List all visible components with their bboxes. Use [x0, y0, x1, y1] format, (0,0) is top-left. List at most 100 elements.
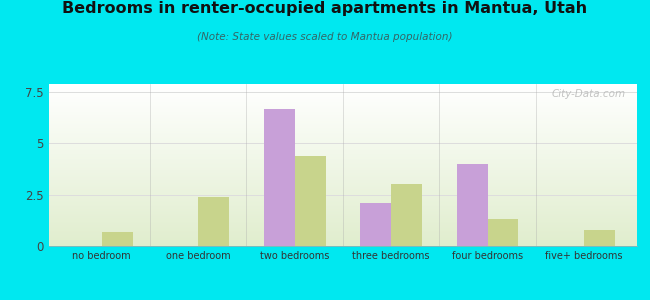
Bar	[49, 92, 637, 93]
Bar	[49, 129, 637, 130]
Text: Bedrooms in renter-occupied apartments in Mantua, Utah: Bedrooms in renter-occupied apartments i…	[62, 2, 588, 16]
Bar	[49, 84, 637, 85]
Bar	[49, 216, 637, 217]
Bar	[49, 111, 637, 112]
Bar	[49, 146, 637, 147]
Bar	[49, 158, 637, 159]
Bar	[49, 96, 637, 97]
Bar	[49, 118, 637, 119]
Bar	[49, 132, 637, 133]
Bar	[49, 224, 637, 225]
Bar	[49, 203, 637, 204]
Bar	[49, 128, 637, 129]
Bar	[49, 192, 637, 193]
Bar	[49, 86, 637, 87]
Bar	[49, 91, 637, 92]
Bar	[49, 211, 637, 212]
Bar	[49, 190, 637, 191]
Bar	[49, 99, 637, 100]
Bar	[49, 121, 637, 122]
Bar	[49, 176, 637, 177]
Bar	[49, 236, 637, 237]
Bar	[49, 175, 637, 176]
Bar	[49, 160, 637, 161]
Bar	[49, 136, 637, 137]
Bar	[49, 183, 637, 184]
Bar	[49, 94, 637, 95]
Bar	[49, 241, 637, 242]
Bar	[49, 151, 637, 152]
Bar	[49, 159, 637, 160]
Bar	[49, 209, 637, 210]
Bar	[49, 231, 637, 232]
Bar	[584, 230, 615, 246]
Bar	[49, 155, 637, 156]
Bar	[49, 219, 637, 220]
Bar	[49, 220, 637, 221]
Bar	[49, 196, 637, 197]
Bar	[49, 152, 637, 153]
Bar	[49, 233, 637, 234]
Bar	[49, 245, 637, 246]
Bar	[49, 201, 637, 202]
Bar	[49, 174, 637, 175]
Bar	[49, 164, 637, 165]
Bar	[49, 139, 637, 140]
Bar	[49, 144, 637, 145]
Bar	[49, 130, 637, 131]
Bar	[49, 105, 637, 106]
Bar	[49, 178, 637, 179]
Bar	[49, 207, 637, 208]
Bar	[360, 203, 391, 246]
Bar	[49, 120, 637, 121]
Bar	[49, 140, 637, 141]
Bar	[49, 182, 637, 183]
Bar	[49, 120, 637, 121]
Bar	[49, 98, 637, 99]
Bar	[49, 167, 637, 168]
Bar	[49, 147, 637, 148]
Bar	[49, 237, 637, 238]
Bar	[391, 184, 422, 246]
Bar	[49, 171, 637, 172]
Bar	[49, 148, 637, 149]
Bar	[198, 197, 229, 246]
Bar	[49, 230, 637, 231]
Bar	[49, 90, 637, 91]
Bar	[49, 138, 637, 139]
Bar	[49, 137, 637, 138]
Bar	[49, 133, 637, 134]
Bar	[49, 170, 637, 171]
Bar	[49, 107, 637, 108]
Bar	[49, 188, 637, 189]
Bar	[49, 122, 637, 123]
Bar	[49, 173, 637, 174]
Bar	[49, 197, 637, 198]
Bar	[49, 131, 637, 132]
Bar	[49, 234, 637, 235]
Bar	[49, 156, 637, 157]
Bar	[49, 226, 637, 227]
Bar	[49, 232, 637, 233]
Bar	[49, 186, 637, 187]
Bar	[49, 169, 637, 170]
Bar	[49, 97, 637, 98]
Bar	[49, 206, 637, 207]
Bar	[49, 124, 637, 125]
Bar	[49, 114, 637, 115]
Bar	[49, 141, 637, 142]
Bar	[49, 195, 637, 196]
Bar	[49, 204, 637, 205]
Bar	[49, 221, 637, 222]
Bar	[49, 208, 637, 209]
Bar	[49, 163, 637, 164]
Bar	[49, 227, 637, 228]
Bar	[49, 126, 637, 127]
Bar	[49, 104, 637, 105]
Bar	[49, 210, 637, 211]
Bar	[102, 232, 133, 246]
Bar	[49, 235, 637, 236]
Bar	[49, 177, 637, 178]
Bar	[457, 164, 488, 246]
Bar	[49, 142, 637, 143]
